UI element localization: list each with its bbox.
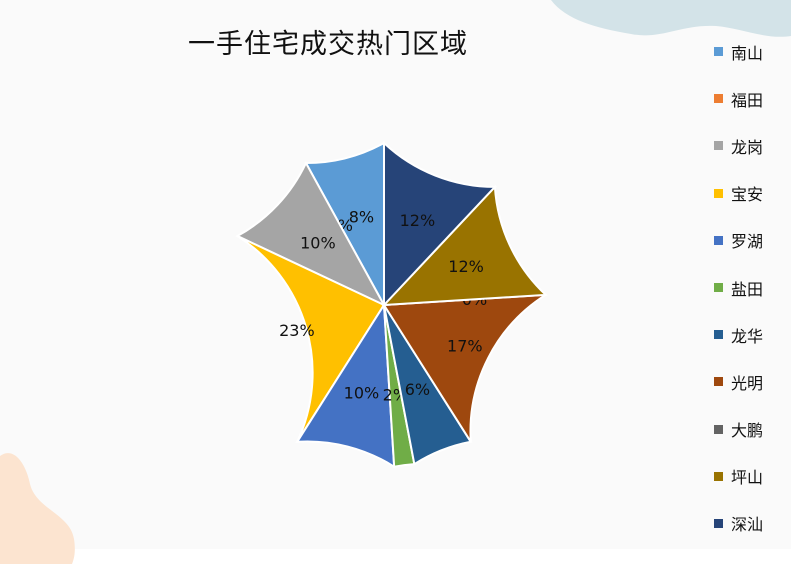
legend-item-7: 光明	[714, 358, 763, 405]
legend-label: 龙华	[731, 326, 764, 346]
page-bottom-strip	[0, 549, 791, 564]
pie-slice-4	[295, 301, 396, 469]
pie-slice-3	[236, 235, 386, 443]
legend-label: 光明	[731, 373, 764, 393]
data-label-6: 6%	[405, 380, 430, 399]
legend-label: 龙岗	[731, 137, 764, 157]
legend-swatch	[714, 283, 723, 293]
data-label-7: 17%	[447, 337, 483, 356]
chart-title: 一手住宅成交热门区域	[188, 29, 468, 60]
legend-label: 盐田	[731, 279, 764, 299]
data-label-10: 12%	[400, 211, 436, 230]
legend-item-3: 宝安	[714, 170, 763, 217]
pie-slice-10	[383, 140, 498, 308]
pie-slice-9	[381, 184, 549, 307]
legend-label: 宝安	[731, 185, 764, 205]
legend-swatch	[714, 235, 723, 245]
legend-swatch	[714, 377, 723, 387]
legend-swatch	[714, 518, 723, 528]
data-label-9: 12%	[448, 257, 484, 276]
legend-swatch	[714, 188, 723, 198]
legend-item-10: 深汕	[714, 500, 763, 547]
legend-swatch	[714, 330, 723, 340]
legend-label: 大鹏	[731, 421, 764, 441]
legend-swatch	[714, 424, 723, 434]
decorative-blob-bottom-left	[0, 453, 75, 564]
legend-item-9: 坪山	[714, 453, 763, 500]
legend-item-8: 大鹏	[714, 406, 763, 453]
data-label-2: 10%	[300, 233, 336, 252]
legend-item-6: 龙华	[714, 311, 763, 358]
legend-item-1: 福田	[714, 75, 763, 122]
legend-item-2: 龙岗	[714, 122, 763, 169]
legend-label: 罗湖	[731, 232, 764, 252]
chart-legend: 南山福田龙岗宝安罗湖盐田龙华光明大鹏坪山深汕	[714, 28, 763, 547]
legend-label: 南山	[731, 43, 764, 63]
legend-item-4: 罗湖	[714, 217, 763, 264]
decorative-blob-top-right	[551, 0, 791, 37]
legend-label: 深汕	[731, 515, 764, 535]
legend-swatch	[714, 94, 723, 104]
legend-label: 福田	[731, 90, 764, 110]
legend-label: 坪山	[731, 468, 764, 488]
legend-item-5: 盐田	[714, 264, 763, 311]
data-label-3: 23%	[279, 321, 315, 340]
legend-swatch	[714, 471, 723, 481]
data-label-4: 10%	[344, 383, 380, 402]
legend-item-0: 南山	[714, 28, 763, 75]
legend-swatch	[714, 47, 723, 57]
pie-slice-2	[235, 160, 387, 308]
legend-swatch	[714, 141, 723, 151]
data-label-0: 8%	[349, 208, 374, 227]
pie-slice-7	[382, 293, 547, 443]
